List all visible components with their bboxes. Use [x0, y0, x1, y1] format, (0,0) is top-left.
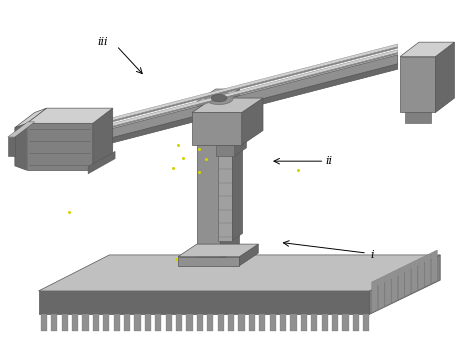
Polygon shape [8, 137, 15, 156]
Polygon shape [197, 89, 239, 102]
Polygon shape [353, 314, 359, 331]
Polygon shape [98, 47, 398, 126]
Text: ii: ii [326, 156, 333, 166]
Polygon shape [82, 314, 89, 331]
Polygon shape [411, 260, 418, 293]
Polygon shape [216, 145, 235, 156]
Polygon shape [192, 98, 263, 113]
Polygon shape [418, 256, 424, 290]
Polygon shape [385, 273, 391, 306]
Polygon shape [332, 314, 338, 331]
Polygon shape [27, 108, 113, 123]
Polygon shape [38, 255, 440, 291]
Polygon shape [228, 314, 234, 331]
Polygon shape [369, 255, 440, 315]
Polygon shape [93, 108, 113, 170]
Polygon shape [62, 314, 68, 331]
Polygon shape [98, 44, 398, 125]
Polygon shape [431, 250, 438, 283]
Polygon shape [363, 314, 369, 331]
Polygon shape [103, 314, 109, 331]
Polygon shape [88, 151, 115, 174]
Polygon shape [93, 314, 99, 331]
Polygon shape [249, 314, 255, 331]
Polygon shape [176, 314, 182, 331]
Polygon shape [218, 314, 224, 331]
Polygon shape [15, 108, 46, 128]
Polygon shape [98, 50, 398, 130]
Polygon shape [378, 276, 384, 310]
Polygon shape [232, 145, 243, 240]
Polygon shape [301, 314, 307, 331]
Polygon shape [392, 269, 398, 303]
Text: iii: iii [97, 37, 108, 47]
Polygon shape [372, 279, 378, 313]
Polygon shape [38, 291, 369, 315]
Polygon shape [239, 244, 258, 266]
Polygon shape [259, 314, 265, 331]
Polygon shape [235, 137, 246, 156]
Polygon shape [27, 123, 93, 170]
Polygon shape [124, 314, 130, 331]
Polygon shape [311, 314, 318, 331]
Polygon shape [205, 92, 233, 105]
Polygon shape [425, 253, 431, 287]
Polygon shape [398, 266, 404, 300]
Polygon shape [186, 314, 192, 331]
Polygon shape [15, 123, 27, 170]
Polygon shape [98, 52, 398, 132]
Text: i: i [370, 250, 374, 260]
Polygon shape [218, 152, 232, 240]
Polygon shape [8, 122, 35, 137]
Polygon shape [291, 314, 297, 331]
Polygon shape [192, 113, 242, 145]
Polygon shape [155, 314, 161, 331]
Polygon shape [114, 314, 120, 331]
Polygon shape [280, 314, 286, 331]
Polygon shape [165, 314, 172, 331]
Polygon shape [238, 314, 245, 331]
Polygon shape [178, 257, 239, 266]
Polygon shape [135, 314, 141, 331]
Polygon shape [178, 244, 258, 257]
Polygon shape [220, 89, 239, 260]
Polygon shape [242, 98, 263, 145]
Polygon shape [321, 314, 328, 331]
Polygon shape [342, 314, 348, 331]
Polygon shape [211, 94, 227, 102]
Polygon shape [51, 314, 57, 331]
Polygon shape [98, 64, 398, 147]
Polygon shape [145, 314, 151, 331]
Polygon shape [400, 56, 436, 113]
Polygon shape [98, 55, 398, 141]
Polygon shape [197, 314, 203, 331]
Polygon shape [405, 263, 411, 296]
Polygon shape [41, 314, 47, 331]
Polygon shape [197, 102, 220, 260]
Polygon shape [72, 314, 78, 331]
Polygon shape [400, 42, 455, 56]
Polygon shape [207, 314, 213, 331]
Polygon shape [405, 113, 431, 123]
Polygon shape [436, 42, 455, 113]
Polygon shape [270, 314, 276, 331]
